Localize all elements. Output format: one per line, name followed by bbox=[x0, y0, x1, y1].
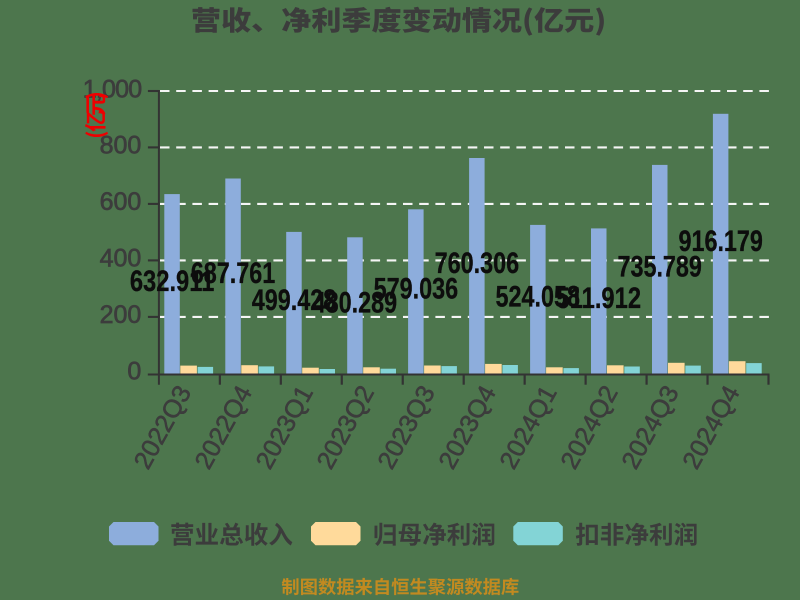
svg-text:524.058: 524.058 bbox=[496, 280, 581, 313]
svg-text:400: 400 bbox=[100, 245, 142, 273]
svg-text:632.911: 632.911 bbox=[130, 265, 215, 298]
svg-text:735.789: 735.789 bbox=[617, 250, 702, 283]
svg-text:600: 600 bbox=[100, 188, 142, 216]
svg-text:1,000: 1,000 bbox=[83, 75, 142, 103]
svg-text:511.912: 511.912 bbox=[557, 282, 642, 315]
svg-text:499.428: 499.428 bbox=[252, 284, 337, 317]
svg-text:579.036: 579.036 bbox=[374, 273, 459, 306]
svg-text:687.761: 687.761 bbox=[191, 257, 276, 290]
svg-text:200: 200 bbox=[100, 301, 142, 329]
svg-text:800: 800 bbox=[100, 132, 142, 160]
svg-text:760.306: 760.306 bbox=[435, 247, 520, 280]
svg-text:916.179: 916.179 bbox=[678, 225, 763, 258]
svg-text:480.289: 480.289 bbox=[313, 287, 398, 320]
svg-text:0: 0 bbox=[127, 358, 141, 386]
